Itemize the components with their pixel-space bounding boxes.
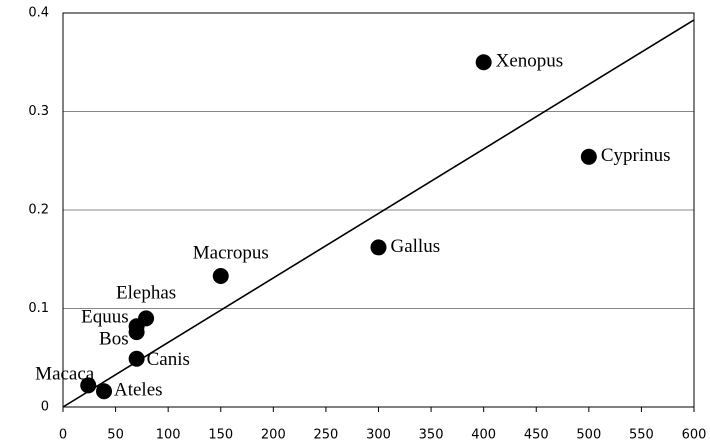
x-tick-label: 150 — [208, 428, 233, 443]
plot-frame — [62, 12, 695, 408]
x-tick-label: 450 — [524, 428, 549, 443]
y-tick-label: 0.1 — [28, 301, 49, 316]
point — [96, 383, 113, 400]
y-tick-label: 0.4 — [28, 6, 49, 21]
point — [370, 239, 387, 256]
point — [212, 267, 229, 284]
point-label: Canis — [147, 349, 190, 370]
x-tick-label: 550 — [629, 428, 654, 443]
point-label: Macaca — [35, 364, 95, 385]
point-label: Ateles — [114, 380, 163, 401]
x-tick-label: 50 — [107, 428, 124, 443]
x-tick-label: 350 — [419, 428, 444, 443]
x-tick-label: 600 — [682, 428, 707, 443]
point — [128, 350, 145, 367]
x-tick-label: 0 — [59, 428, 67, 443]
x-tick-label: 500 — [576, 428, 601, 443]
x-tick-label: 200 — [261, 428, 286, 443]
x-tick-label: 100 — [156, 428, 181, 443]
y-tick-label: 0.2 — [28, 203, 49, 218]
point — [80, 377, 97, 394]
point-label: Equus — [81, 307, 129, 328]
point-label: Elephas — [116, 283, 176, 304]
point — [128, 324, 145, 341]
point — [475, 54, 492, 71]
point — [580, 148, 597, 165]
trend-line — [62, 19, 695, 408]
point-label: Gallus — [391, 236, 441, 257]
point-label: Xenopus — [496, 51, 564, 72]
y-tick-label: 0.3 — [28, 104, 49, 119]
point-label: Cyprinus — [601, 145, 671, 166]
x-tick-label: 300 — [366, 428, 391, 443]
point-label: Macropus — [193, 242, 269, 263]
x-tick-label: 400 — [471, 428, 496, 443]
point-label: Bos — [99, 328, 129, 349]
y-tick-label: 0 — [41, 400, 49, 415]
x-tick-label: 250 — [314, 428, 339, 443]
